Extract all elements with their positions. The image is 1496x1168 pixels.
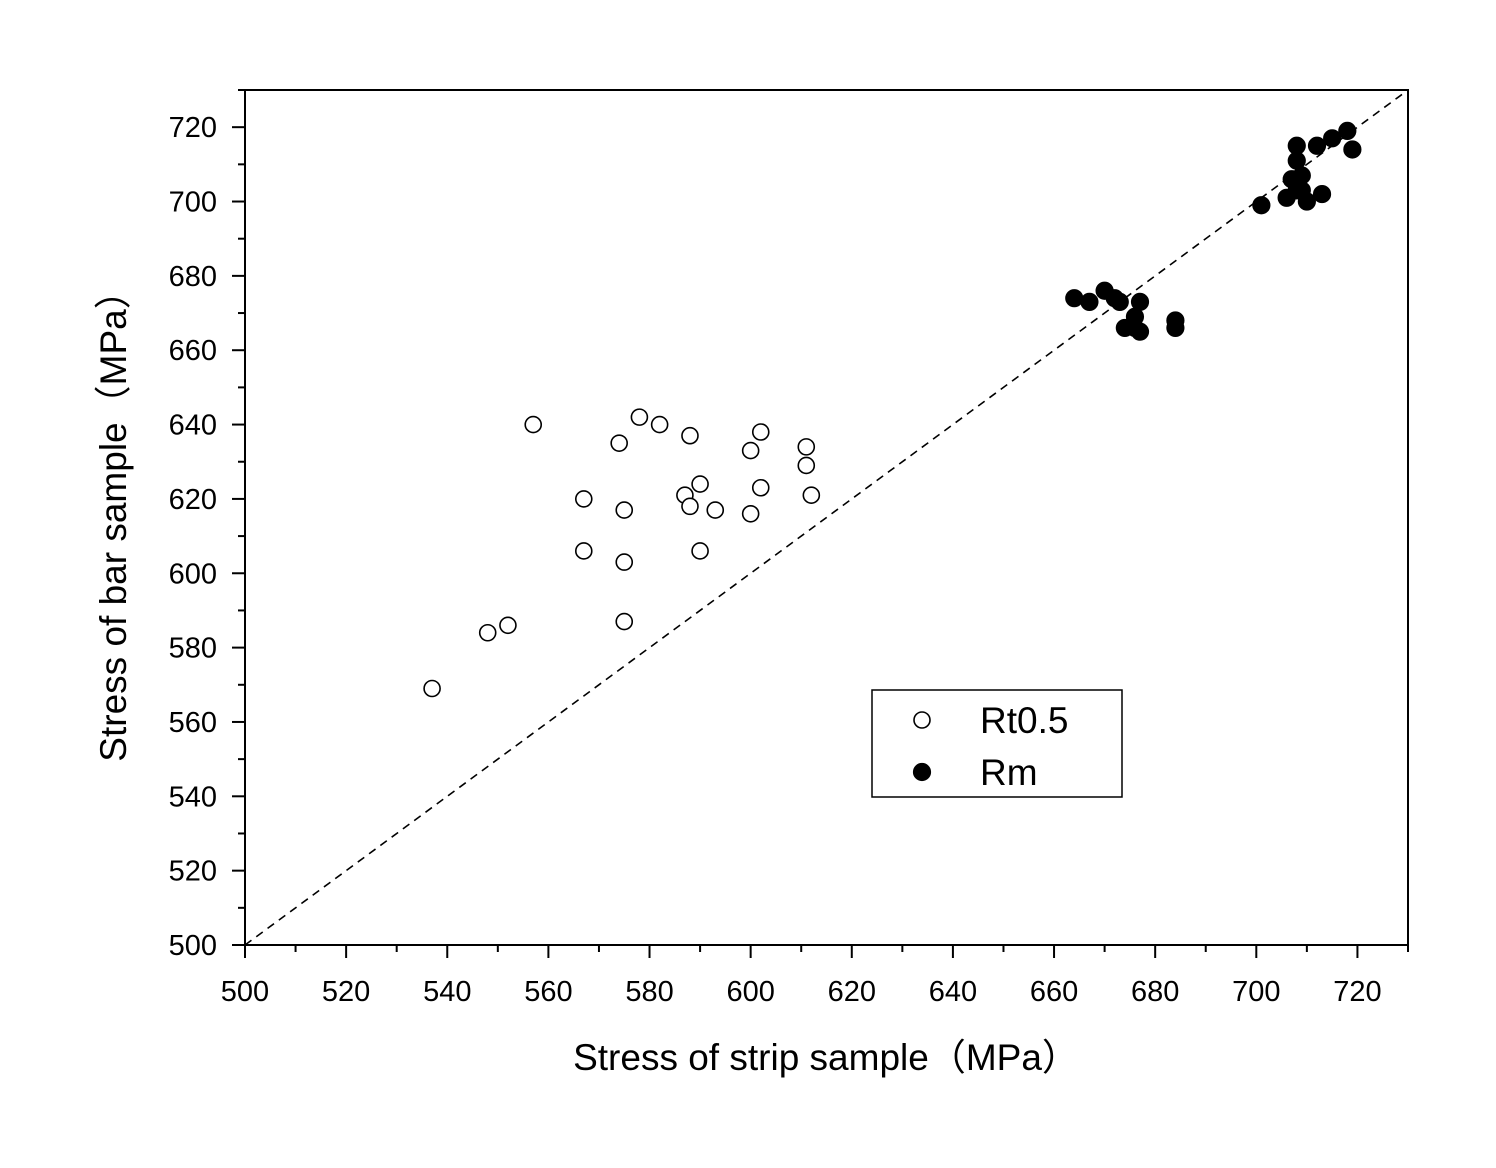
rm-point [1312,184,1332,204]
x-tick-label: 540 [423,976,471,1008]
reference-diagonal-line [244,89,1409,946]
y-axis-title: Stress of bar sample（MPa） [93,272,134,761]
data-points [423,121,1362,698]
rt05-point [797,438,816,456]
legend-label-rm: Rm [980,752,1038,793]
rt05-point [423,679,441,698]
rt05-point [741,504,760,523]
rt05-point [574,542,593,560]
rm-point [1166,318,1185,338]
x-axis-title: Stress of strip sample（MPa） [573,1037,1079,1078]
y-tick-label: 580 [169,633,217,665]
y-tick-labels: 500 520 540 560 580 600 620 640 660 680 700 720 [169,112,217,962]
rt05-point [524,415,543,434]
legend-box [871,689,1123,798]
rt05-point [681,426,699,445]
x-tick-labels: 500 520 540 560 580 600 620 640 660 680 700 720 [221,976,1382,1008]
axis-ticks [232,89,1409,958]
y-tick-label: 700 [169,187,217,219]
rt05-point [478,623,497,642]
rm-point [1343,140,1362,159]
rt05-point [615,612,634,631]
rt05-point [802,486,821,504]
plot-area-frame [244,89,1409,946]
y-tick-label: 720 [169,112,217,144]
rt05-point [681,497,699,516]
rm-point [1065,289,1084,308]
rm-point [1080,292,1099,311]
y-tick-label: 540 [169,781,217,813]
y-tick-label: 500 [169,930,217,962]
rt05-point [797,456,816,475]
rt05-point [650,415,669,434]
x-tick-label: 620 [828,976,876,1008]
x-tick-label: 680 [1131,976,1179,1008]
legend-marker-rm [912,762,932,782]
rt05-point [691,475,709,493]
rm-point [1130,292,1150,311]
y-tick-label: 680 [169,261,217,293]
x-tick-label: 500 [221,976,269,1008]
rt05-point [630,408,649,426]
y-tick-label: 660 [169,335,217,367]
x-tick-label: 580 [625,976,673,1008]
legend: Rt0.5 Rm [871,689,1123,798]
rt05-point [615,501,634,519]
x-tick-label: 700 [1232,976,1280,1008]
rt05-point [499,616,517,635]
x-tick-label: 520 [322,976,370,1008]
rt05-point [615,553,634,571]
rm-point [1252,196,1271,215]
rt05-point [751,423,770,441]
x-tick-label: 600 [726,976,774,1008]
y-tick-label: 600 [169,558,217,590]
rm-point [1307,136,1327,155]
rt05-point [691,542,709,560]
rm-point [1338,121,1357,140]
y-tick-label: 560 [169,707,217,739]
rt05-point [706,501,725,519]
y-tick-label: 520 [169,856,217,888]
x-tick-label: 640 [929,976,977,1008]
rm-point [1110,292,1129,311]
rt05-point [751,478,770,497]
x-tick-label: 720 [1333,976,1381,1008]
rt05-point [574,490,593,508]
rt05-point [610,434,628,452]
rm-point [1323,129,1342,148]
y-tick-label: 640 [169,410,217,442]
rm-point [1297,192,1316,211]
rm-point [1130,322,1150,341]
x-tick-label: 660 [1030,976,1078,1008]
rt05-point [741,441,760,460]
legend-label-rt05: Rt0.5 [980,700,1068,741]
y-tick-label: 620 [169,484,217,516]
x-tick-label: 560 [524,976,572,1008]
legend-marker-rt05 [913,711,931,729]
